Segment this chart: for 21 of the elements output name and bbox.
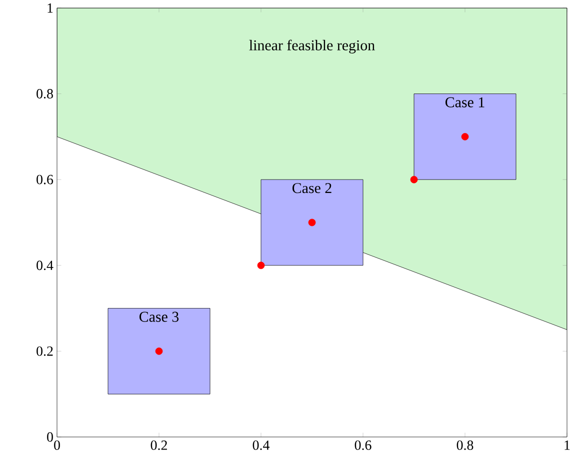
y-tick-label: 0.8	[36, 89, 53, 99]
point	[308, 218, 316, 226]
y-tick-label: 0	[47, 432, 53, 442]
x-tick-label: 0.6	[354, 440, 372, 450]
point	[155, 348, 163, 355]
x-tick-label: 1	[564, 440, 570, 450]
x-tick-label: 0.4	[252, 440, 270, 450]
annotation: Case 1	[445, 97, 484, 108]
y-tick-label: 0.2	[36, 346, 53, 356]
annotation: linear feasible region	[249, 40, 375, 54]
annotation: Case 2	[292, 183, 332, 194]
y-tick-label: 0.6	[36, 174, 54, 184]
y-tick-label: 0.4	[36, 260, 54, 270]
annotation: Case 3	[139, 312, 179, 322]
point	[257, 262, 265, 270]
point	[410, 176, 418, 184]
x-tick-label: 0	[54, 440, 60, 450]
point	[461, 133, 469, 140]
x-tick-label: 0.2	[150, 440, 167, 450]
y-tick-label: 1	[48, 3, 53, 13]
x-tick-label: 0.8	[456, 440, 474, 450]
